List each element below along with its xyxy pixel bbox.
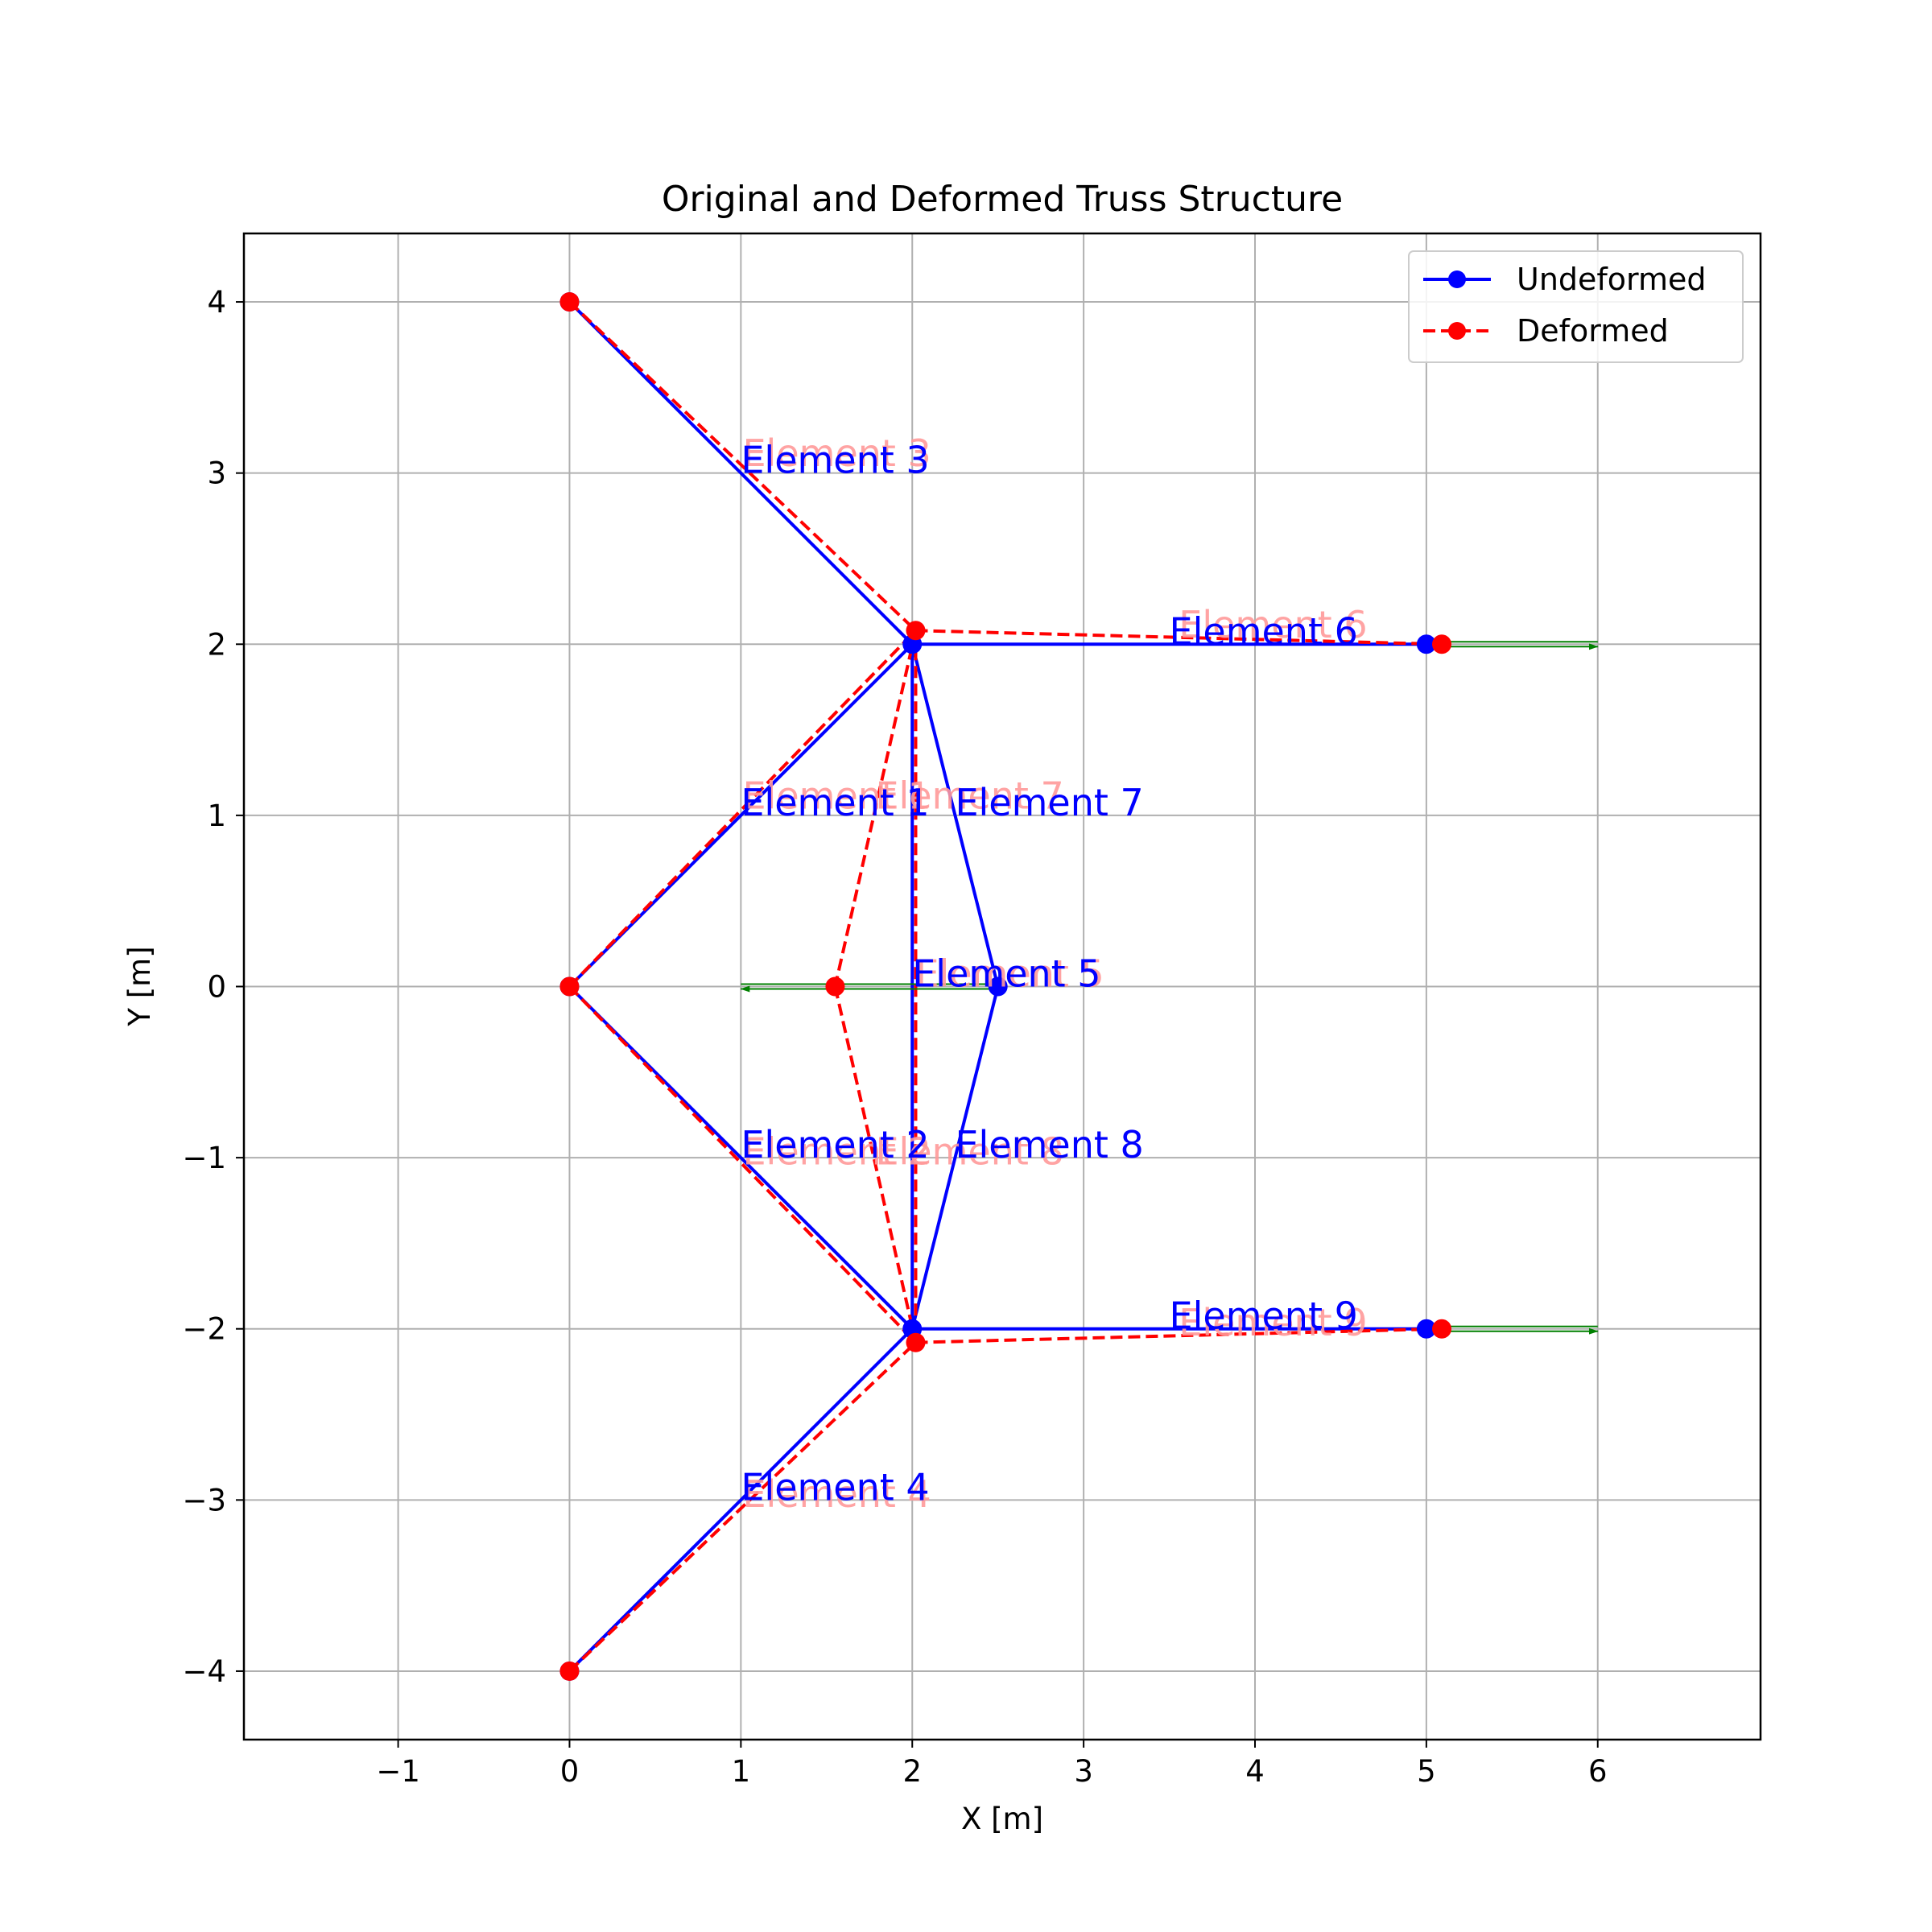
deformed-element-label: Element 2 bbox=[742, 1130, 931, 1174]
legend-undeformed-marker bbox=[1448, 270, 1466, 288]
x-axis-label: X [m] bbox=[961, 1802, 1043, 1836]
x-tick-label: 1 bbox=[732, 1754, 751, 1789]
y-tick-label: −2 bbox=[182, 1312, 226, 1347]
ticks: −1 0 1 2 3 4 5 6 −4 −3 −2 −1 0 1 2 3 4 bbox=[182, 285, 1607, 1789]
y-tick-label: −3 bbox=[182, 1483, 226, 1517]
x-tick-label: 4 bbox=[1245, 1754, 1265, 1789]
deformed-element-label: Element 6 bbox=[1179, 603, 1367, 646]
x-tick-label: 6 bbox=[1588, 1754, 1608, 1789]
undeformed-element-label: Element 9 bbox=[1170, 1294, 1358, 1338]
deformed-node bbox=[906, 1332, 926, 1352]
undeformed-element-label: Element 8 bbox=[955, 1123, 1143, 1166]
undeformed-member bbox=[910, 643, 1000, 987]
deformed-node bbox=[906, 621, 926, 641]
undeformed-member bbox=[910, 986, 1000, 1330]
deformed-node bbox=[825, 976, 845, 997]
x-tick-label: −1 bbox=[376, 1754, 420, 1789]
deformed-node bbox=[559, 1661, 580, 1681]
y-tick-label: 0 bbox=[207, 970, 226, 1005]
deformed-element-label: Element 4 bbox=[742, 1472, 931, 1516]
deformed-member bbox=[833, 986, 918, 1344]
undeformed-member bbox=[568, 1327, 914, 1673]
deformed-element-label: Element 1 bbox=[742, 774, 931, 817]
deformed-element-label: Element 8 bbox=[875, 1130, 1063, 1174]
y-tick-label: 1 bbox=[207, 799, 226, 833]
undeformed-element-label: Element 7 bbox=[955, 781, 1143, 824]
deformed-member bbox=[833, 630, 918, 987]
x-tick-label: 0 bbox=[560, 1754, 580, 1789]
undeformed-node bbox=[1416, 634, 1436, 654]
legend-undeformed-label: Undeformed bbox=[1517, 262, 1707, 297]
y-tick-label: −4 bbox=[182, 1654, 226, 1689]
deformed-element-label: Element 9 bbox=[1179, 1301, 1367, 1344]
x-tick-label: 5 bbox=[1417, 1754, 1436, 1789]
deformed-element-label: Element 5 bbox=[915, 952, 1104, 996]
deformed-element-label: Element 7 bbox=[875, 774, 1063, 817]
undeformed-element-label: Element 4 bbox=[741, 1465, 929, 1509]
legend: Undeformed Deformed bbox=[1408, 250, 1744, 363]
deformed-node bbox=[1432, 634, 1452, 654]
undeformed-node bbox=[1416, 1319, 1436, 1339]
undeformed-element-label: Element 3 bbox=[741, 439, 929, 482]
x-tick-label: 2 bbox=[902, 1754, 922, 1789]
y-tick-label: 4 bbox=[207, 285, 226, 320]
deformed-node bbox=[559, 976, 580, 997]
undeformed-element-label: Element 6 bbox=[1170, 609, 1358, 653]
undeformed-element-label: Element 5 bbox=[912, 952, 1100, 996]
deformed-member bbox=[568, 985, 917, 1344]
deformed-element-label: Element 3 bbox=[742, 431, 931, 475]
deformed-member bbox=[568, 629, 917, 988]
legend-box bbox=[1408, 250, 1744, 363]
chart-title: Original and Deformed Truss Structure bbox=[662, 179, 1343, 220]
y-tick-label: −1 bbox=[182, 1141, 226, 1175]
deformed-member bbox=[568, 300, 917, 632]
undeformed-element-label: Element 2 bbox=[741, 1123, 929, 1166]
y-axis-label: Y [m] bbox=[122, 946, 157, 1026]
y-tick-label: 2 bbox=[207, 627, 226, 662]
deformed-member bbox=[568, 1341, 917, 1673]
x-tick-label: 3 bbox=[1074, 1754, 1093, 1789]
undeformed-member bbox=[568, 300, 914, 646]
y-tick-label: 3 bbox=[207, 456, 226, 491]
deformed-node bbox=[559, 292, 580, 312]
undeformed-node bbox=[988, 976, 1008, 997]
deformed-node bbox=[1432, 1319, 1452, 1339]
undeformed-element-label: Element 1 bbox=[741, 781, 929, 824]
legend-deformed-marker bbox=[1448, 322, 1466, 340]
legend-deformed-label: Deformed bbox=[1517, 313, 1669, 349]
